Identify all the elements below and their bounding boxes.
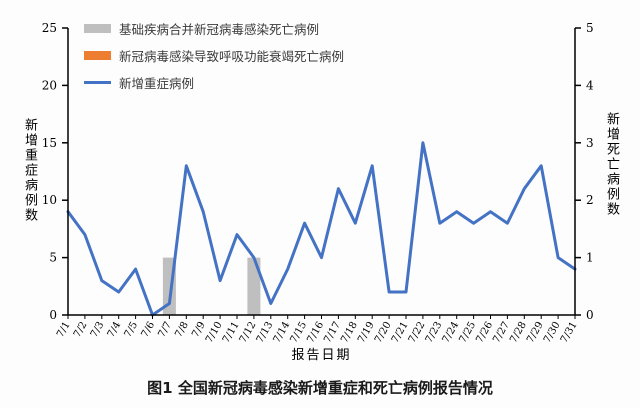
legend-label: 新增重症病例 [119,75,195,91]
left-axis-tick-label: 0 [49,308,57,322]
x-axis-tick-label: 7/22 [407,320,428,345]
x-axis-tick-label: 7/31 [559,320,580,345]
x-axis-tick-label: 7/2 [72,320,90,339]
x-axis-tick-label: 7/27 [491,320,512,345]
right-axis-tick-label: 0 [586,308,594,322]
x-axis-tick-label: 7/10 [204,320,225,345]
left-axis-tick-label: 15 [42,136,57,150]
x-axis-tick-label: 7/1 [55,320,73,339]
orange-bar-swatch-icon [84,50,111,60]
x-axis-tick-label: 7/14 [272,320,293,345]
x-axis-tick-label: 7/13 [255,320,276,345]
figure-caption: 图1 全国新冠病毒感染新增重症和死亡病例报告情况 [147,379,493,397]
x-axis-tick-label: 7/29 [525,320,546,345]
x-axis-tick-label: 7/26 [474,320,495,345]
legend: 基础疾病合并新冠病毒感染死亡病例 新冠病毒感染导致呼吸功能衰竭死亡病例 新增重症… [84,21,345,91]
left-axis-title: 新增重症病例数 [22,118,37,223]
x-axis-tick-label: 7/17 [322,320,343,345]
left-axis-tick-label: 10 [42,193,57,207]
x-axis-tick-label: 7/3 [89,320,107,339]
left-axis-tick-label: 5 [49,251,57,265]
x-axis-tick-label: 7/20 [373,320,394,345]
legend-item-respiratory-failure-deaths: 新冠病毒感染导致呼吸功能衰竭死亡病例 [84,48,345,64]
legend-label: 基础疾病合并新冠病毒感染死亡病例 [119,21,320,37]
blue-line-swatch-icon [84,80,111,84]
x-axis-tick-label: 7/6 [140,320,158,339]
left-axis-tick-label: 20 [42,78,57,92]
left-axis-tick-label: 25 [42,21,57,35]
legend-label: 新冠病毒感染导致呼吸功能衰竭死亡病例 [119,48,345,64]
legend-item-new-severe-cases: 新增重症病例 [84,75,344,91]
x-axis-tick-label: 7/21 [390,320,411,345]
x-axis-tick-label: 7/8 [173,320,191,339]
severe-cases-line [66,141,577,317]
x-axis-tick-label: 7/15 [288,320,309,345]
x-axis-tick-label: 7/30 [542,320,563,345]
x-axis-tick-label: 7/25 [457,320,478,345]
x-axis-tick-label: 7/5 [123,320,141,339]
right-axis-tick-label: 1 [586,251,594,265]
right-axis-tick-label: 5 [586,21,594,35]
right-axis-tick-label: 3 [586,136,594,150]
x-axis-title: 报告日期 [291,348,352,363]
chart-canvas: 0 5 10 15 20 25 0 1 2 3 4 5 7/1 7/2 7/3 7/4 7/5 7/6 7/7 7/8… [42,21,594,345]
x-axis-tick-label: 7/16 [305,320,326,345]
x-axis-tick-label: 7/24 [441,320,462,345]
right-axis-tick-label: 4 [586,78,594,92]
x-axis-tick-label: 7/11 [221,320,242,345]
legend-item-underlying-disease-deaths: 基础疾病合并新冠病毒感染死亡病例 [84,21,344,37]
death-case-bar [247,257,261,315]
x-axis-tick-label: 7/23 [424,320,445,345]
x-axis-tick-label: 7/28 [508,320,529,345]
x-axis-tick-label: 7/7 [156,320,174,339]
right-axis-tick-label: 2 [586,193,594,207]
x-axis-tick-label: 7/18 [339,320,360,345]
right-axis-title: 新增死亡病例数 [604,112,619,217]
x-axis-tick-label: 7/12 [238,320,259,345]
gray-bar-swatch-icon [84,23,111,33]
x-axis-tick-label: 7/19 [356,320,377,345]
x-axis-tick-label: 7/4 [106,320,124,339]
